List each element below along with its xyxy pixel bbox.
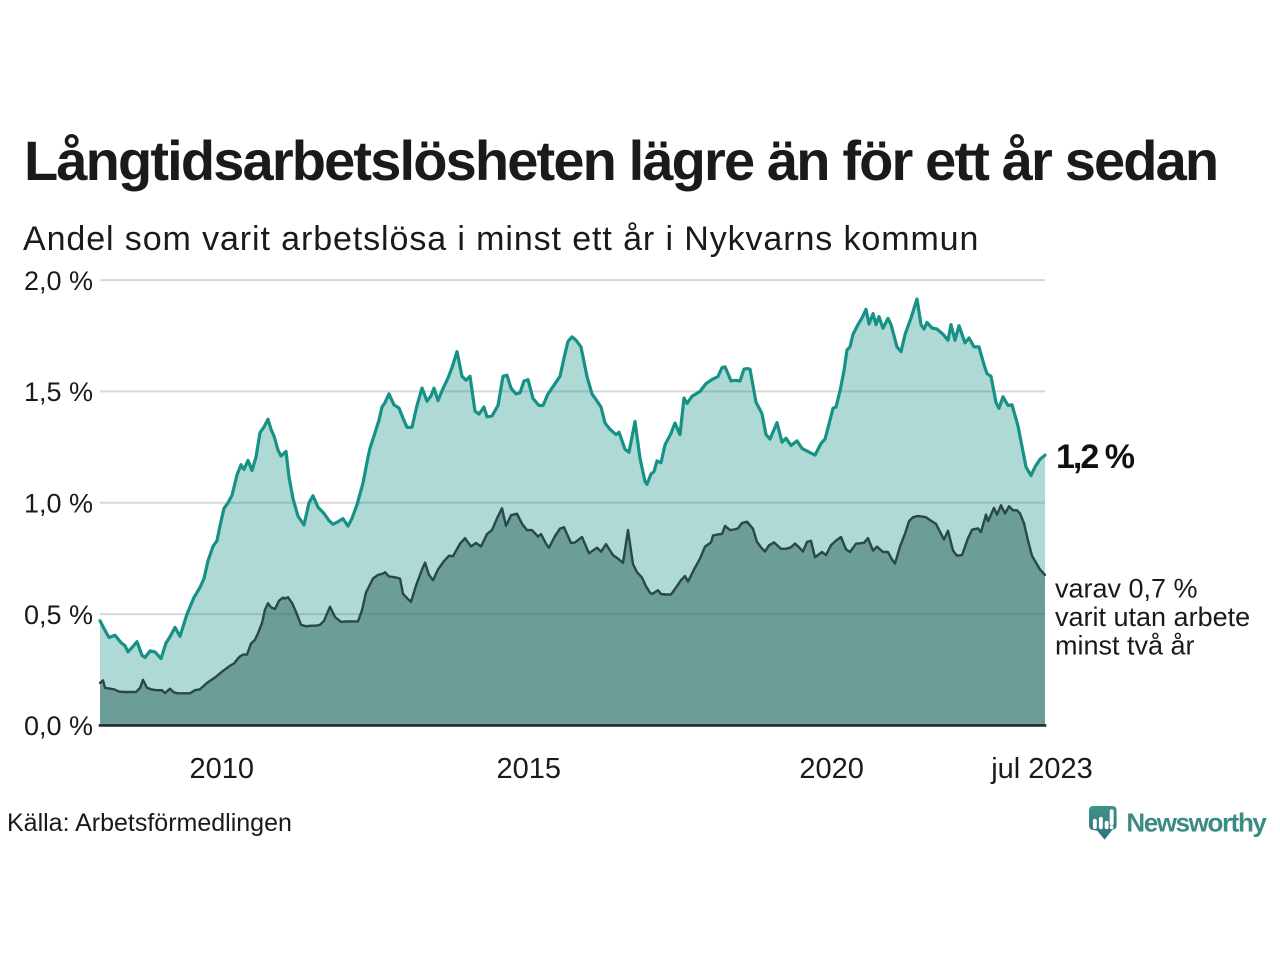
svg-text:2,0 %: 2,0 % bbox=[24, 266, 93, 296]
svg-text:0,5 %: 0,5 % bbox=[24, 600, 93, 630]
svg-text:varit utan arbete: varit utan arbete bbox=[1055, 602, 1250, 632]
svg-text:2020: 2020 bbox=[799, 753, 864, 785]
svg-text:varav 0,7 %: varav 0,7 % bbox=[1055, 573, 1198, 603]
svg-text:0,0 %: 0,0 % bbox=[24, 711, 93, 741]
svg-text:1,2 %: 1,2 % bbox=[1056, 438, 1135, 476]
svg-text:jul 2023: jul 2023 bbox=[990, 753, 1093, 785]
svg-text:Långtidsarbetslösheten lägre ä: Långtidsarbetslösheten lägre än för ett … bbox=[24, 129, 1217, 192]
svg-text:2015: 2015 bbox=[497, 753, 562, 785]
svg-text:2010: 2010 bbox=[189, 753, 254, 785]
svg-text:Newsworthy: Newsworthy bbox=[1126, 807, 1267, 837]
svg-text:Andel som varit arbetslösa i m: Andel som varit arbetslösa i minst ett å… bbox=[23, 220, 979, 258]
svg-text:minst två år: minst två år bbox=[1055, 630, 1195, 660]
svg-text:1,5 %: 1,5 % bbox=[24, 377, 93, 407]
svg-text:1,0 %: 1,0 % bbox=[24, 489, 93, 519]
svg-text:Källa: Arbetsförmedlingen: Källa: Arbetsförmedlingen bbox=[7, 809, 292, 837]
